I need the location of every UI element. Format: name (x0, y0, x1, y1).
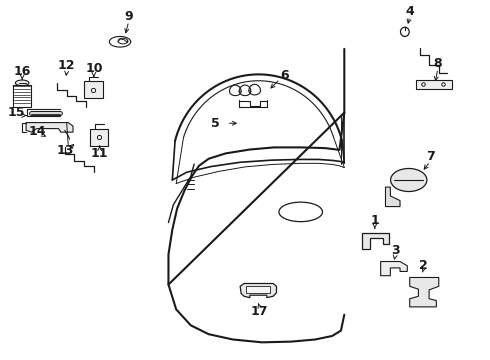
Text: 16: 16 (13, 66, 31, 78)
Ellipse shape (15, 80, 29, 86)
Text: 7: 7 (426, 150, 435, 163)
Text: 2: 2 (419, 258, 428, 271)
Text: 17: 17 (251, 305, 269, 318)
Polygon shape (386, 187, 400, 207)
Text: 9: 9 (124, 10, 133, 23)
Text: 15: 15 (7, 106, 25, 119)
Text: 11: 11 (91, 147, 108, 160)
Polygon shape (410, 278, 439, 307)
Text: 1: 1 (370, 214, 379, 227)
Ellipse shape (391, 168, 427, 192)
Text: 12: 12 (58, 59, 75, 72)
Polygon shape (26, 123, 73, 132)
Text: 13: 13 (56, 144, 74, 157)
Polygon shape (362, 233, 390, 249)
Polygon shape (381, 261, 407, 276)
Bar (246, 285, 270, 293)
Text: 10: 10 (85, 62, 102, 75)
Text: 3: 3 (391, 244, 399, 257)
Text: 8: 8 (434, 57, 442, 69)
Polygon shape (240, 283, 276, 298)
Bar (90, 129, 108, 145)
Text: 5: 5 (211, 117, 220, 130)
Text: 4: 4 (405, 5, 414, 18)
Text: 6: 6 (280, 69, 289, 82)
Bar (84, 81, 102, 99)
Polygon shape (416, 80, 452, 89)
Text: 14: 14 (29, 125, 47, 138)
